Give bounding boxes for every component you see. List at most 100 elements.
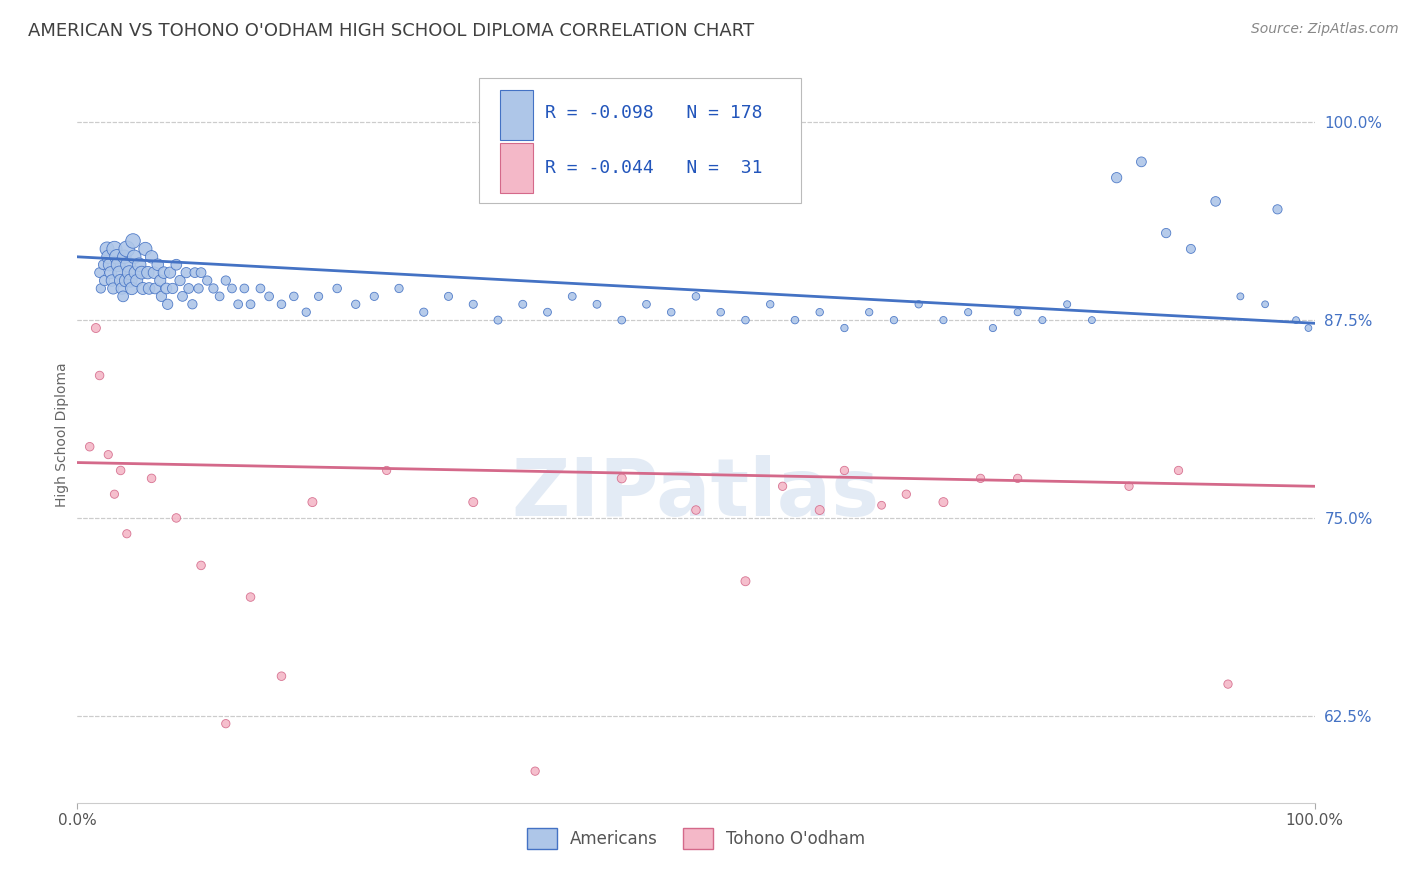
Point (233, 281, 256, 295)
FancyBboxPatch shape (479, 78, 801, 203)
Point (1205, 194, 1227, 209)
Point (159, 266, 181, 280)
Point (834, 463, 856, 477)
Point (1081, 313, 1104, 327)
Point (141, 471, 163, 485)
Point (896, 487, 918, 501)
Point (117, 258, 139, 272)
Point (184, 266, 207, 280)
Point (202, 281, 225, 295)
Point (136, 266, 159, 280)
Text: Source: ZipAtlas.com: Source: ZipAtlas.com (1251, 22, 1399, 37)
Point (772, 479, 794, 493)
Point (1130, 154, 1153, 169)
Point (437, 289, 460, 303)
Point (215, 716, 238, 731)
Point (112, 289, 135, 303)
Point (195, 274, 218, 288)
Point (388, 281, 411, 295)
Y-axis label: High School Diploma: High School Diploma (55, 362, 69, 508)
Point (363, 289, 385, 303)
Point (155, 281, 177, 295)
Point (969, 471, 991, 485)
Point (1056, 297, 1078, 311)
Point (134, 242, 156, 256)
Point (636, 297, 658, 311)
Point (90, 281, 112, 295)
Point (1216, 677, 1239, 691)
Point (79, 440, 101, 454)
Point (536, 305, 558, 319)
Point (1180, 242, 1202, 256)
Point (169, 274, 191, 288)
Point (808, 305, 831, 319)
Point (486, 313, 509, 327)
Point (165, 258, 187, 272)
Point (883, 313, 905, 327)
Point (344, 297, 367, 311)
Point (124, 266, 146, 280)
Point (97, 448, 120, 462)
Point (125, 274, 148, 288)
Point (101, 274, 124, 288)
Point (239, 590, 262, 604)
Point (463, 495, 485, 509)
Point (759, 297, 782, 311)
Point (561, 289, 583, 303)
Point (84, 321, 107, 335)
Point (89, 368, 111, 383)
Point (257, 289, 280, 303)
Point (734, 574, 756, 589)
Point (98, 258, 121, 272)
Point (215, 274, 238, 288)
Point (870, 498, 893, 512)
Point (111, 281, 134, 295)
Point (1105, 170, 1128, 185)
Point (283, 289, 305, 303)
Point (249, 281, 271, 295)
Point (610, 313, 633, 327)
Point (1254, 297, 1277, 311)
Point (301, 495, 323, 509)
Point (326, 281, 349, 295)
Point (174, 266, 197, 280)
Point (239, 297, 262, 311)
Text: R = -0.098   N = 178: R = -0.098 N = 178 (546, 104, 762, 122)
Point (141, 250, 163, 264)
Point (120, 274, 142, 288)
Point (138, 281, 160, 295)
Point (1154, 226, 1177, 240)
Point (190, 266, 212, 280)
Point (128, 258, 150, 272)
Point (91, 258, 114, 272)
Point (1031, 313, 1053, 327)
Point (105, 250, 128, 264)
Point (586, 297, 609, 311)
Point (932, 495, 955, 509)
Point (96, 242, 118, 256)
Point (108, 266, 131, 280)
Point (97, 250, 120, 264)
Point (1007, 305, 1029, 319)
Point (957, 305, 980, 319)
Point (150, 289, 173, 303)
Point (659, 305, 682, 319)
Point (156, 297, 179, 311)
Text: ZIPatlas: ZIPatlas (512, 455, 880, 533)
Point (115, 526, 138, 541)
Point (103, 281, 125, 295)
Point (122, 234, 145, 248)
FancyBboxPatch shape (501, 90, 533, 140)
Point (1167, 463, 1189, 477)
Point (610, 471, 633, 485)
Point (463, 297, 485, 311)
Point (1285, 313, 1308, 327)
Point (270, 297, 292, 311)
Text: AMERICAN VS TOHONO O'ODHAM HIGH SCHOOL DIPLOMA CORRELATION CHART: AMERICAN VS TOHONO O'ODHAM HIGH SCHOOL D… (28, 22, 754, 40)
Point (308, 289, 330, 303)
Text: R = -0.044   N =  31: R = -0.044 N = 31 (546, 159, 762, 177)
Point (107, 258, 129, 272)
Point (375, 463, 398, 477)
Point (710, 305, 733, 319)
Point (734, 313, 756, 327)
